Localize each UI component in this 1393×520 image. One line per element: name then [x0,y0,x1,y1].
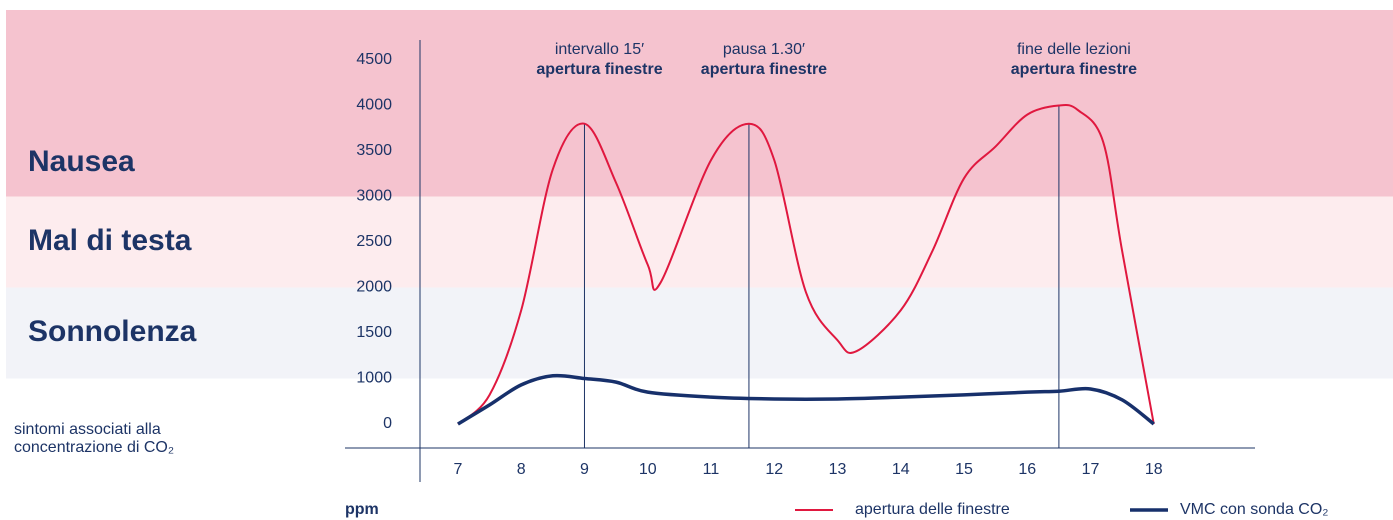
band-label: Mal di testa [28,224,192,257]
y-tick-label: 4500 [356,51,392,68]
annotation: pausa 1.30′ [723,41,805,58]
x-tick-label: 13 [829,461,847,478]
note: sintomi associati alla [14,421,161,438]
x-tick-label: 7 [454,461,463,478]
band [6,287,1393,379]
legend-label: VMC con sonda CO₂ [1180,501,1329,518]
note: concentrazione di CO₂ [14,439,174,456]
y-tick-label: 3000 [356,188,392,205]
annotation: apertura finestre [701,61,827,78]
annotation: fine delle lezioni [1017,41,1131,58]
legend-label: apertura delle finestre [855,501,1010,518]
band [6,10,1393,197]
y-tick-label: 4000 [356,97,392,114]
x-tick-label: 10 [639,461,657,478]
band-label: Sonnolenza [28,315,197,348]
annotation: apertura finestre [1011,61,1137,78]
series-line [457,104,1155,425]
y-axis-label: ppm [345,501,379,518]
x-tick-label: 15 [955,461,973,478]
series-line [457,373,1155,426]
annotation: apertura finestre [536,61,662,78]
x-tick-label: 8 [517,461,526,478]
x-tick-label: 14 [892,461,910,478]
band [6,196,1393,288]
y-tick-label: 1500 [356,324,392,341]
bands [6,10,1393,379]
annotation: intervallo 15′ [555,41,644,58]
x-tick-label: 12 [765,461,783,478]
x-tick-label: 17 [1082,461,1100,478]
y-tick-label: 2500 [356,233,392,250]
y-tick-label: 3500 [356,142,392,159]
x-tick-label: 16 [1018,461,1036,478]
x-tick-label: 18 [1145,461,1163,478]
band-label: Nausea [28,145,135,178]
x-tick-label: 9 [580,461,589,478]
y-tick-label: 1000 [356,370,392,387]
y-tick-label: 0 [383,415,392,432]
x-tick-label: 11 [703,461,720,478]
y-tick-label: 2000 [356,279,392,296]
